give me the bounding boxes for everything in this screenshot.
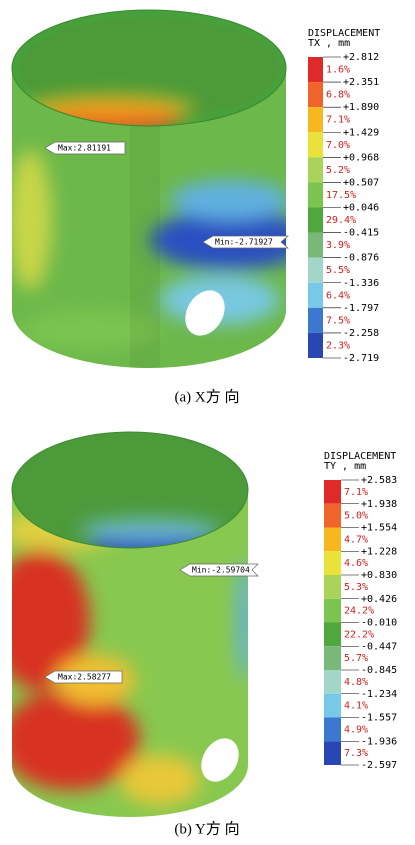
legend-band [324, 480, 341, 504]
legend-band [324, 693, 341, 718]
legend-level: -1.797 [343, 303, 379, 314]
legend-level: +0.830 [361, 570, 397, 581]
legend-level: -0.010 [361, 618, 397, 629]
cylinder-a [11, 9, 289, 368]
legend-level: -2.258 [343, 328, 379, 339]
legend-percent: 4.1% [344, 701, 368, 712]
legend-percent: 5.5% [326, 265, 350, 276]
legend-percent: 17.5% [326, 190, 356, 201]
legend-band [308, 207, 323, 233]
legend-level: -0.876 [343, 253, 379, 264]
legend-level: -1.336 [343, 278, 379, 289]
legend-percent: 4.6% [344, 558, 368, 569]
legend-band [308, 282, 323, 308]
legend-band [324, 503, 341, 528]
legend-level: +0.507 [343, 177, 379, 188]
legend-band [308, 132, 323, 158]
legend-level: -1.557 [361, 713, 397, 724]
legend-percent: 4.9% [344, 724, 368, 735]
min-callout: Min:-2.59704 [192, 566, 250, 575]
legend-band [324, 741, 341, 765]
legend-percent: 4.7% [344, 534, 368, 545]
legend-band [308, 157, 323, 183]
legend-percent: 24.2% [344, 606, 374, 617]
legend-level: -2.719 [343, 353, 379, 364]
legend-band [324, 598, 341, 623]
legend-percent: 4.8% [344, 677, 368, 688]
legend-band [324, 575, 341, 599]
legend-level: -0.447 [361, 641, 397, 652]
legend-level: -1.936 [361, 736, 397, 747]
legend-level: +0.426 [361, 594, 397, 605]
legend-level: -0.845 [361, 665, 397, 676]
legend-band [324, 622, 341, 647]
legend-percent: 3.9% [326, 240, 350, 251]
legend-unit: TX , mm [308, 38, 350, 49]
legend-percent: 5.0% [344, 511, 368, 522]
legend-percent: 5.3% [344, 582, 368, 593]
legend-level: -0.415 [343, 228, 379, 239]
legend-band [308, 332, 323, 358]
legend-unit: TY , mm [324, 461, 366, 472]
legend-band [324, 670, 341, 694]
legend-band [324, 527, 341, 552]
legend-band [308, 257, 323, 283]
legend-level: -2.597 [361, 760, 397, 771]
legend-band [308, 107, 323, 133]
legend-level: +1.554 [361, 523, 397, 534]
legend-band [308, 182, 323, 208]
legend-level: +2.812 [343, 52, 379, 63]
legend-title: DISPLACEMENT [324, 451, 396, 462]
max-callout: Max:2.81191 [58, 144, 111, 153]
caption: (a) X方 向 [175, 388, 240, 405]
legend-percent: 22.2% [344, 629, 374, 640]
legend-band [324, 551, 341, 575]
legend-title: DISPLACEMENT [308, 28, 380, 39]
legend-band [324, 717, 341, 742]
caption: (b) Y方 向 [174, 820, 239, 837]
legend-band [324, 646, 341, 670]
legend-percent: 7.5% [326, 315, 350, 326]
cylinder-b [11, 431, 259, 817]
min-callout: Min:-2.71927 [215, 238, 273, 247]
legend-level: +1.228 [361, 546, 397, 557]
legend-percent: 7.3% [344, 748, 368, 759]
legend-percent: 1.6% [326, 65, 350, 76]
legend-percent: 6.8% [326, 90, 350, 101]
legend-level: -1.234 [361, 689, 397, 700]
legend-level: +1.890 [343, 102, 379, 113]
legend-percent: 5.7% [344, 653, 368, 664]
max-callout: Max:2.58277 [58, 673, 111, 682]
legend-level: +2.583 [361, 475, 397, 486]
legend-level: +1.429 [343, 127, 379, 138]
legend-band [308, 232, 323, 258]
legend-band [308, 307, 323, 333]
legend-percent: 7.1% [326, 115, 350, 126]
legend-percent: 29.4% [326, 215, 356, 226]
legend-level: +2.351 [343, 77, 379, 88]
legend-level: +1.938 [361, 499, 397, 510]
legend-percent: 7.1% [344, 487, 368, 498]
legend-percent: 2.3% [326, 340, 350, 351]
legend-level: +0.046 [343, 203, 379, 214]
legend-band [308, 57, 323, 83]
legend-percent: 5.2% [326, 165, 350, 176]
legend-level: +0.968 [343, 152, 379, 163]
legend-percent: 6.4% [326, 290, 350, 301]
legend-band [308, 82, 323, 108]
legend-percent: 7.0% [326, 140, 350, 151]
